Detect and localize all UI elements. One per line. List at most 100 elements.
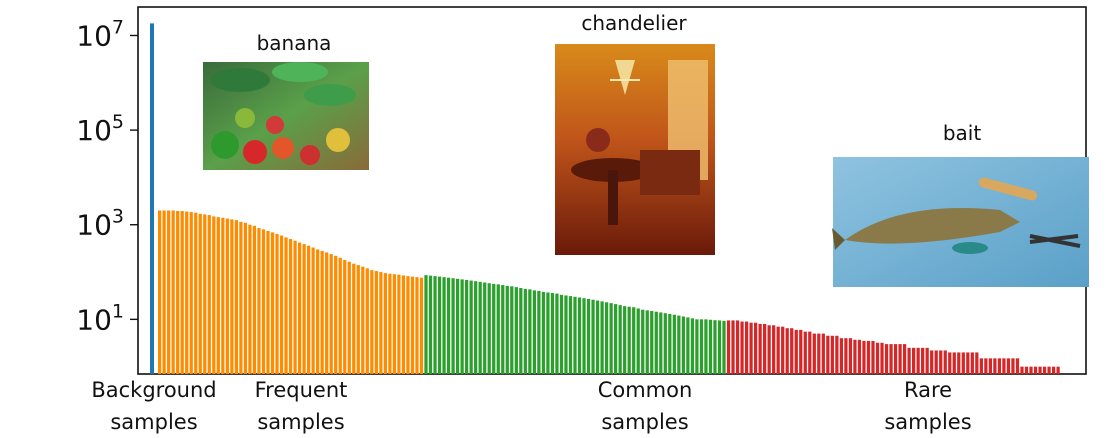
bar-rare-71 [1047,366,1051,374]
bar-common-54 [668,313,672,374]
bar-frequent-13 [216,217,220,374]
bar-common-57 [681,316,685,374]
bar-frequent-52 [392,274,397,374]
bar-frequent-53 [397,274,401,374]
bar-frequent-17 [234,220,238,374]
bar-common-56 [677,315,681,374]
bar-frequent-34 [311,247,315,374]
bar-common-53 [663,313,667,374]
bar-frequent-33 [307,245,311,374]
bar-frequent-47 [370,270,374,374]
bar-common-7 [455,278,460,374]
bar-rare-42 [916,347,920,374]
bar-rare-54 [970,352,974,374]
bar-common-20 [514,287,518,374]
bar-frequent-2 [167,210,171,374]
bar-common-34 [577,297,582,374]
bar-common-1 [428,275,433,374]
y-axis: 101 103 105 107 [76,16,138,336]
bar-common-18 [505,285,509,374]
bar-frequent-0 [158,210,162,374]
bar-common-10 [469,280,473,374]
bar-common-46 [632,307,636,374]
bar-rare-1 [731,320,735,374]
bar-frequent-51 [388,273,392,374]
bar-common-2 [433,276,437,374]
bar-rare-63 [1011,358,1015,374]
bar-rare-49 [948,352,952,374]
bar-frequent-29 [288,238,293,374]
bar-rare-16 [799,329,803,374]
category-label-2-line1: Common [598,378,693,402]
bar-frequent-54 [401,275,406,374]
bar-common-50 [650,311,654,374]
bar-rare-39 [902,344,907,374]
bar-rare-20 [817,333,821,374]
bar-common-11 [474,281,478,374]
bar-common-35 [582,298,586,374]
bar-frequent-3 [171,210,175,374]
bar-frequent-6 [185,211,189,374]
bar-common-47 [636,308,640,374]
y-tick-label-3: 103 [76,206,124,242]
bar-common-16 [496,284,500,374]
bar-common-64 [713,320,717,374]
bar-frequent-26 [275,233,279,374]
bar-rare-69 [1038,366,1042,374]
bar-frequent-32 [302,244,306,374]
bar-rare-62 [1006,358,1011,374]
bar-rare-21 [821,333,825,374]
bar-common-6 [451,278,455,374]
bar-rare-36 [889,344,893,374]
bar-common-62 [704,319,708,374]
bar-common-24 [532,290,536,374]
bar-rare-5 [749,322,753,374]
bar-frequent-58 [419,277,424,374]
bar-rare-22 [826,335,830,374]
bar-rare-41 [912,347,916,374]
bar-rare-30 [862,340,866,374]
bar-common-28 [550,293,555,374]
bar-common-4 [442,277,446,374]
bar-frequent-14 [221,217,225,374]
category-label-3-line2: samples [884,410,971,434]
bar-common-41 [609,303,613,374]
bar-common-9 [465,279,469,374]
bar-rare-17 [803,331,807,374]
bar-frequent-45 [361,266,365,374]
bar-rare-44 [925,347,929,374]
bar-common-38 [595,300,600,374]
bar-rare-61 [1002,358,1006,374]
bar-rare-10 [772,325,776,374]
bar-common-58 [686,317,690,374]
bar-rare-8 [763,323,767,374]
bar-frequent-1 [162,210,166,374]
bar-common-37 [591,299,595,374]
bar-common-42 [614,304,618,374]
bar-common-17 [501,285,505,374]
bar-frequent-19 [243,222,248,374]
bar-rare-56 [979,358,983,374]
image-label-bait: bait [943,121,982,145]
bar-frequent-22 [257,228,261,374]
bar-frequent-30 [293,240,297,374]
bar-rare-60 [997,358,1002,374]
bar-rare-0 [726,320,731,374]
bar-rare-38 [898,344,902,374]
bar-background [150,23,154,375]
bar-frequent-48 [374,271,378,374]
bar-common-14 [487,283,491,374]
bar-frequent-41 [343,259,347,374]
bar-frequent-49 [379,272,383,374]
category-label-3-line1: Rare [904,378,952,402]
bar-frequent-24 [266,230,270,374]
bar-common-15 [492,283,496,374]
bar-common-12 [478,281,482,374]
example-image-chandelier: chandelier [555,11,715,255]
bar-rare-26 [844,338,848,374]
bar-rare-58 [988,358,993,374]
bar-frequent-57 [415,277,419,374]
image-label-banana: banana [257,31,332,55]
bar-common-55 [672,314,676,374]
bar-rare-51 [957,352,961,374]
